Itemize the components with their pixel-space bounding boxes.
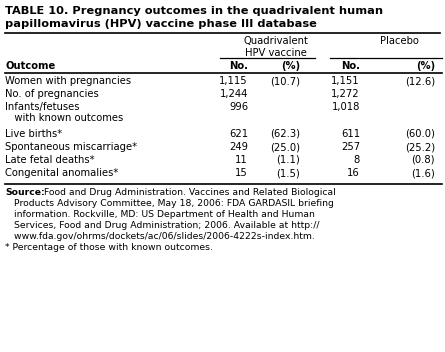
Text: Quadrivalent
HPV vaccine: Quadrivalent HPV vaccine (243, 36, 308, 58)
Text: (1.5): (1.5) (276, 168, 300, 178)
Text: No. of pregnancies: No. of pregnancies (5, 89, 99, 99)
Text: TABLE 10. Pregnancy outcomes in the quadrivalent human: TABLE 10. Pregnancy outcomes in the quad… (5, 6, 383, 16)
Text: 16: 16 (347, 168, 360, 178)
Text: 15: 15 (235, 168, 248, 178)
Text: 1,151: 1,151 (332, 76, 360, 86)
Text: Congenital anomalies*: Congenital anomalies* (5, 168, 118, 178)
Text: 1,244: 1,244 (220, 89, 248, 99)
Text: (1.6): (1.6) (411, 168, 435, 178)
Text: (0.8): (0.8) (412, 155, 435, 165)
Text: No.: No. (229, 61, 248, 71)
Text: (60.0): (60.0) (405, 129, 435, 139)
Text: * Percentage of those with known outcomes.: * Percentage of those with known outcome… (5, 243, 213, 252)
Text: (25.0): (25.0) (270, 142, 300, 152)
Text: with known outcomes: with known outcomes (5, 113, 123, 123)
Text: Late fetal deaths*: Late fetal deaths* (5, 155, 95, 165)
Text: 996: 996 (229, 102, 248, 112)
Text: Spontaneous miscarriage*: Spontaneous miscarriage* (5, 142, 137, 152)
Text: 621: 621 (229, 129, 248, 139)
Text: (62.3): (62.3) (270, 129, 300, 139)
Text: Outcome: Outcome (5, 61, 55, 71)
Text: Services, Food and Drug Administration; 2006. Available at http://: Services, Food and Drug Administration; … (5, 221, 320, 230)
Text: Infants/fetuses: Infants/fetuses (5, 102, 80, 112)
Text: 257: 257 (341, 142, 360, 152)
Text: Placebo: Placebo (380, 36, 419, 46)
Text: (12.6): (12.6) (405, 76, 435, 86)
Text: 1,115: 1,115 (219, 76, 248, 86)
Text: (1.1): (1.1) (276, 155, 300, 165)
Text: Food and Drug Administration. Vaccines and Related Biological: Food and Drug Administration. Vaccines a… (41, 188, 336, 197)
Text: papillomavirus (HPV) vaccine phase III database: papillomavirus (HPV) vaccine phase III d… (5, 19, 317, 29)
Text: (25.2): (25.2) (405, 142, 435, 152)
Text: Live births*: Live births* (5, 129, 62, 139)
Text: 1,272: 1,272 (332, 89, 360, 99)
Text: (10.7): (10.7) (270, 76, 300, 86)
Text: 1,018: 1,018 (332, 102, 360, 112)
Text: Source:: Source: (5, 188, 45, 197)
Text: information. Rockville, MD: US Department of Health and Human: information. Rockville, MD: US Departmen… (5, 210, 315, 219)
Text: 249: 249 (229, 142, 248, 152)
Text: Women with pregnancies: Women with pregnancies (5, 76, 131, 86)
Text: No.: No. (341, 61, 360, 71)
Text: 8: 8 (354, 155, 360, 165)
Text: (%): (%) (416, 61, 435, 71)
Text: (%): (%) (281, 61, 300, 71)
Text: 611: 611 (341, 129, 360, 139)
Text: 11: 11 (235, 155, 248, 165)
Text: Products Advisory Committee, May 18, 2006: FDA GARDASIL briefing: Products Advisory Committee, May 18, 200… (5, 199, 334, 208)
Text: www.fda.gov/ohrms/dockets/ac/06/slides/2006-4222s-index.htm.: www.fda.gov/ohrms/dockets/ac/06/slides/2… (5, 232, 315, 241)
